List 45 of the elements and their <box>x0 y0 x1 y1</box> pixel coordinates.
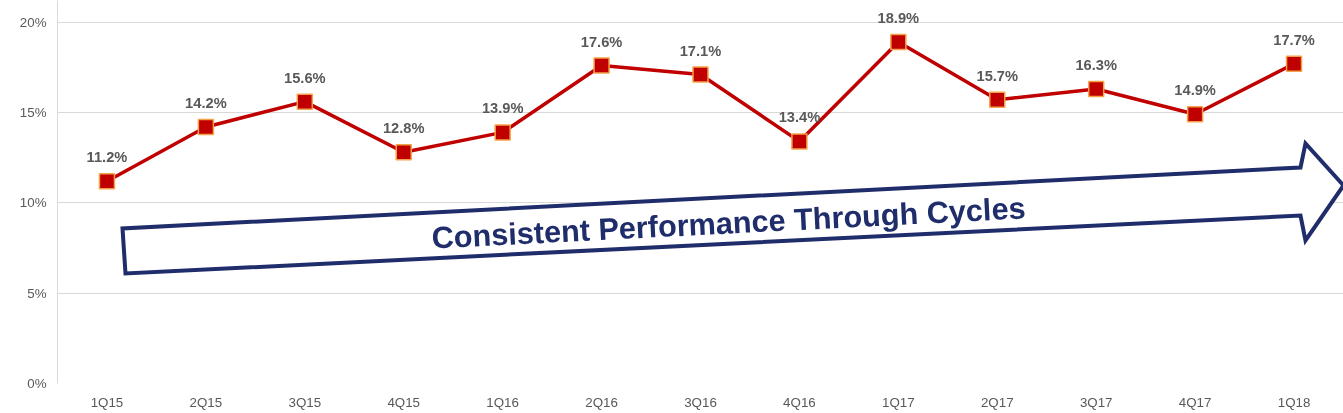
point <box>890 33 907 51</box>
x-tick-label: 4Q15 <box>387 394 421 410</box>
x-tick-label: 3Q17 <box>1079 394 1113 410</box>
data-label: 11.2% <box>86 149 128 166</box>
data-label: 17.1% <box>679 42 722 59</box>
data-label: 13.9% <box>481 100 524 117</box>
data-label: 17.7% <box>1273 31 1315 48</box>
y-tick-label: 20% <box>19 14 47 30</box>
data-label: 18.9% <box>877 10 920 27</box>
point <box>395 144 412 161</box>
x-tick-label: 3Q15 <box>288 394 322 410</box>
x-tick-label: 4Q16 <box>783 394 816 410</box>
point <box>593 57 610 74</box>
point <box>1285 55 1303 72</box>
x-tick-label: 4Q17 <box>1178 394 1212 410</box>
x-tick-label: 3Q16 <box>684 394 717 410</box>
annotation: Consistent Performance Through Cycles <box>430 190 1027 256</box>
point <box>791 133 808 150</box>
data-label: 12.8% <box>382 120 425 137</box>
point <box>98 172 116 190</box>
data-label: 13.4% <box>778 109 821 126</box>
x-tick-label: 1Q16 <box>486 394 519 410</box>
data-label: 15.6% <box>284 69 326 86</box>
data-label: 14.9% <box>1174 82 1216 99</box>
point <box>197 118 215 136</box>
x-tick-label: 1Q15 <box>90 394 124 410</box>
x-tick-label: 1Q18 <box>1277 394 1311 410</box>
data-label: 16.3% <box>1075 57 1117 74</box>
point <box>1087 80 1105 98</box>
x-tick-label: 1Q17 <box>882 394 915 410</box>
point <box>494 124 511 141</box>
x-tick-label: 2Q17 <box>980 394 1014 410</box>
point <box>296 93 314 110</box>
y-tick-label: 10% <box>19 195 47 211</box>
x-tick-label: 2Q16 <box>585 394 618 410</box>
y-tick-label: 5% <box>27 285 47 301</box>
point <box>989 91 1006 109</box>
y-tick-label: 0% <box>27 376 47 391</box>
data-label: 15.7% <box>976 67 1019 84</box>
y-tick-label: 15% <box>19 105 47 121</box>
point <box>1186 106 1204 123</box>
point <box>692 66 709 83</box>
data-label: 17.6% <box>580 33 623 50</box>
data-label: 14.2% <box>185 94 227 111</box>
x-tick-label: 2Q15 <box>189 394 223 410</box>
